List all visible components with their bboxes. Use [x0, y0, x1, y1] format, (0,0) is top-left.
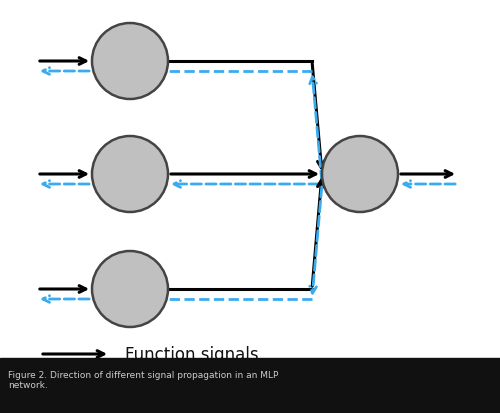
- FancyBboxPatch shape: [0, 358, 500, 413]
- Text: Error signals: Error signals: [125, 380, 228, 398]
- Text: Function signals: Function signals: [125, 345, 258, 363]
- Circle shape: [92, 252, 168, 327]
- Circle shape: [322, 137, 398, 212]
- Text: Figure 2. Direction of different signal propagation in an MLP
network.: Figure 2. Direction of different signal …: [8, 370, 278, 389]
- Circle shape: [92, 24, 168, 100]
- Circle shape: [92, 137, 168, 212]
